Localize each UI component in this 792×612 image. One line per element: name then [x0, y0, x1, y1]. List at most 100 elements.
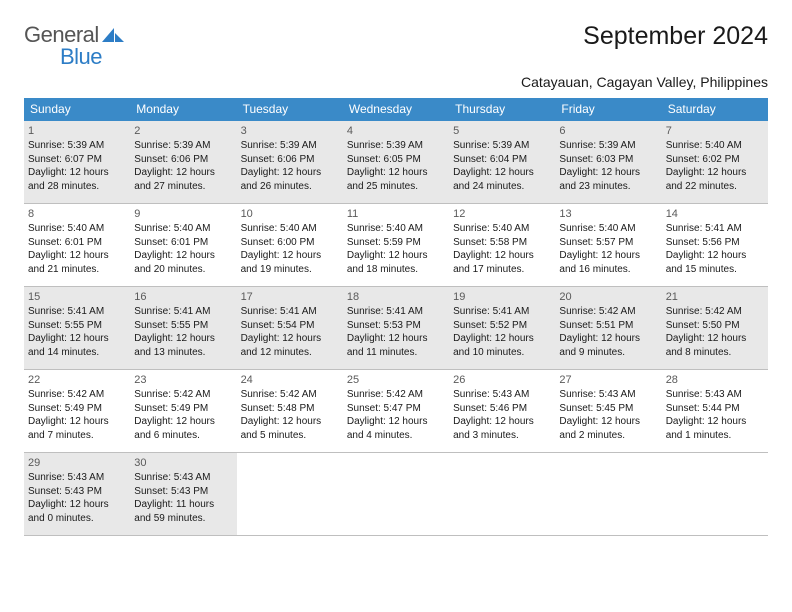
calendar-header-row: SundayMondayTuesdayWednesdayThursdayFrid…: [24, 98, 768, 121]
day-header: Tuesday: [237, 98, 343, 121]
logo: General Blue: [24, 22, 124, 70]
day-number: 26: [453, 374, 551, 386]
day-number: 11: [347, 208, 445, 220]
calendar-week-row: 29 Sunrise: 5:43 AMSunset: 5:43 PMDayligh…: [24, 453, 768, 536]
calendar-day-cell: 9 Sunrise: 5:40 AMSunset: 6:01 PMDaylight…: [130, 204, 236, 287]
calendar-empty-cell: [343, 453, 449, 536]
day-info: Sunrise: 5:39 AMSunset: 6:05 PMDaylight:…: [347, 139, 445, 193]
day-info: Sunrise: 5:39 AMSunset: 6:06 PMDaylight:…: [134, 139, 232, 193]
day-info: Sunrise: 5:40 AMSunset: 5:57 PMDaylight:…: [559, 222, 657, 276]
day-info: Sunrise: 5:43 AMSunset: 5:43 PMDaylight:…: [134, 471, 232, 525]
calendar-table: SundayMondayTuesdayWednesdayThursdayFrid…: [24, 98, 768, 536]
calendar-day-cell: 22 Sunrise: 5:42 AMSunset: 5:49 PMDayligh…: [24, 370, 130, 453]
calendar-day-cell: 25 Sunrise: 5:42 AMSunset: 5:47 PMDayligh…: [343, 370, 449, 453]
day-number: 20: [559, 291, 657, 303]
calendar-day-cell: 16 Sunrise: 5:41 AMSunset: 5:55 PMDayligh…: [130, 287, 236, 370]
day-number: 9: [134, 208, 232, 220]
day-info: Sunrise: 5:41 AMSunset: 5:55 PMDaylight:…: [28, 305, 126, 359]
day-info: Sunrise: 5:42 AMSunset: 5:49 PMDaylight:…: [28, 388, 126, 442]
logo-sail-icon: [102, 22, 124, 48]
calendar-day-cell: 5Sunrise: 5:39 AMSunset: 6:04 PMDaylight…: [449, 121, 555, 204]
calendar-day-cell: 14 Sunrise: 5:41 AMSunset: 5:56 PMDayligh…: [662, 204, 768, 287]
calendar-empty-cell: [662, 453, 768, 536]
calendar-day-cell: 26 Sunrise: 5:43 AMSunset: 5:46 PMDayligh…: [449, 370, 555, 453]
calendar-day-cell: 13 Sunrise: 5:40 AMSunset: 5:57 PMDayligh…: [555, 204, 661, 287]
day-number: 23: [134, 374, 232, 386]
day-info: Sunrise: 5:40 AMSunset: 6:02 PMDaylight:…: [666, 139, 764, 193]
day-info: Sunrise: 5:41 AMSunset: 5:55 PMDaylight:…: [134, 305, 232, 359]
calendar-day-cell: 3Sunrise: 5:39 AMSunset: 6:06 PMDaylight…: [237, 121, 343, 204]
calendar-week-row: 8 Sunrise: 5:40 AMSunset: 6:01 PMDaylight…: [24, 204, 768, 287]
day-info: Sunrise: 5:39 AMSunset: 6:03 PMDaylight:…: [559, 139, 657, 193]
day-number: 7: [666, 125, 764, 137]
day-number: 16: [134, 291, 232, 303]
calendar-day-cell: 7 Sunrise: 5:40 AMSunset: 6:02 PMDaylight…: [662, 121, 768, 204]
calendar-day-cell: 12Sunrise: 5:40 AMSunset: 5:58 PMDayligh…: [449, 204, 555, 287]
day-info: Sunrise: 5:42 AMSunset: 5:49 PMDaylight:…: [134, 388, 232, 442]
day-info: Sunrise: 5:40 AMSunset: 6:01 PMDaylight:…: [28, 222, 126, 276]
day-info: Sunrise: 5:42 AMSunset: 5:50 PMDaylight:…: [666, 305, 764, 359]
day-number: 8: [28, 208, 126, 220]
calendar-day-cell: 11 Sunrise: 5:40 AMSunset: 5:59 PMDayligh…: [343, 204, 449, 287]
day-info: Sunrise: 5:42 AMSunset: 5:51 PMDaylight:…: [559, 305, 657, 359]
calendar-empty-cell: [555, 453, 661, 536]
calendar-day-cell: 8 Sunrise: 5:40 AMSunset: 6:01 PMDaylight…: [24, 204, 130, 287]
day-number: 24: [241, 374, 339, 386]
day-header: Wednesday: [343, 98, 449, 121]
day-number: 22: [28, 374, 126, 386]
day-info: Sunrise: 5:40 AMSunset: 5:58 PMDaylight:…: [453, 222, 551, 276]
day-header: Thursday: [449, 98, 555, 121]
day-number: 15: [28, 291, 126, 303]
calendar-day-cell: 1 Sunrise: 5:39 AMSunset: 6:07 PMDaylight…: [24, 121, 130, 204]
calendar-day-cell: 2 Sunrise: 5:39 AMSunset: 6:06 PMDaylight…: [130, 121, 236, 204]
location-text: Catayauan, Cagayan Valley, Philippines: [24, 74, 768, 90]
day-info: Sunrise: 5:40 AMSunset: 6:01 PMDaylight:…: [134, 222, 232, 276]
header-row: General Blue September 2024: [24, 22, 768, 70]
day-number: 18: [347, 291, 445, 303]
calendar-day-cell: 4 Sunrise: 5:39 AMSunset: 6:05 PMDaylight…: [343, 121, 449, 204]
day-number: 14: [666, 208, 764, 220]
calendar-day-cell: 20 Sunrise: 5:42 AMSunset: 5:51 PMDayligh…: [555, 287, 661, 370]
day-header: Friday: [555, 98, 661, 121]
day-info: Sunrise: 5:41 AMSunset: 5:56 PMDaylight:…: [666, 222, 764, 276]
calendar-day-cell: 24 Sunrise: 5:42 AMSunset: 5:48 PMDayligh…: [237, 370, 343, 453]
calendar-day-cell: 19Sunrise: 5:41 AMSunset: 5:52 PMDayligh…: [449, 287, 555, 370]
day-number: 25: [347, 374, 445, 386]
calendar-body: 1 Sunrise: 5:39 AMSunset: 6:07 PMDaylight…: [24, 121, 768, 536]
day-number: 21: [666, 291, 764, 303]
day-number: 4: [347, 125, 445, 137]
day-info: Sunrise: 5:39 AMSunset: 6:07 PMDaylight:…: [28, 139, 126, 193]
calendar-day-cell: 6 Sunrise: 5:39 AMSunset: 6:03 PMDaylight…: [555, 121, 661, 204]
day-info: Sunrise: 5:40 AMSunset: 5:59 PMDaylight:…: [347, 222, 445, 276]
calendar-day-cell: 15 Sunrise: 5:41 AMSunset: 5:55 PMDayligh…: [24, 287, 130, 370]
day-info: Sunrise: 5:39 AMSunset: 6:04 PMDaylight:…: [453, 139, 551, 193]
calendar-day-cell: 27Sunrise: 5:43 AMSunset: 5:45 PMDayligh…: [555, 370, 661, 453]
day-number: 29: [28, 457, 126, 469]
calendar-day-cell: 28Sunrise: 5:43 AMSunset: 5:44 PMDayligh…: [662, 370, 768, 453]
page-title: September 2024: [583, 22, 768, 51]
calendar-empty-cell: [449, 453, 555, 536]
day-number: 27: [559, 374, 657, 386]
day-number: 13: [559, 208, 657, 220]
day-info: Sunrise: 5:43 AMSunset: 5:46 PMDaylight:…: [453, 388, 551, 442]
calendar-week-row: 1 Sunrise: 5:39 AMSunset: 6:07 PMDaylight…: [24, 121, 768, 204]
day-header: Sunday: [24, 98, 130, 121]
day-info: Sunrise: 5:42 AMSunset: 5:48 PMDaylight:…: [241, 388, 339, 442]
calendar-day-cell: 17Sunrise: 5:41 AMSunset: 5:54 PMDayligh…: [237, 287, 343, 370]
day-info: Sunrise: 5:39 AMSunset: 6:06 PMDaylight:…: [241, 139, 339, 193]
day-number: 6: [559, 125, 657, 137]
day-number: 1: [28, 125, 126, 137]
day-number: 2: [134, 125, 232, 137]
calendar-day-cell: 10 Sunrise: 5:40 AMSunset: 6:00 PMDayligh…: [237, 204, 343, 287]
calendar-day-cell: 29Sunrise: 5:43 AMSunset: 5:43 PMDayligh…: [24, 453, 130, 536]
day-number: 10: [241, 208, 339, 220]
day-header: Saturday: [662, 98, 768, 121]
day-info: Sunrise: 5:40 AMSunset: 6:00 PMDaylight:…: [241, 222, 339, 276]
day-info: Sunrise: 5:41 AMSunset: 5:52 PMDaylight:…: [453, 305, 551, 359]
logo-text-blue: Blue: [60, 44, 102, 70]
day-info: Sunrise: 5:42 AMSunset: 5:47 PMDaylight:…: [347, 388, 445, 442]
calendar-day-cell: 18Sunrise: 5:41 AMSunset: 5:53 PMDayligh…: [343, 287, 449, 370]
calendar-empty-cell: [237, 453, 343, 536]
day-number: 17: [241, 291, 339, 303]
calendar-day-cell: 21 Sunrise: 5:42 AMSunset: 5:50 PMDayligh…: [662, 287, 768, 370]
